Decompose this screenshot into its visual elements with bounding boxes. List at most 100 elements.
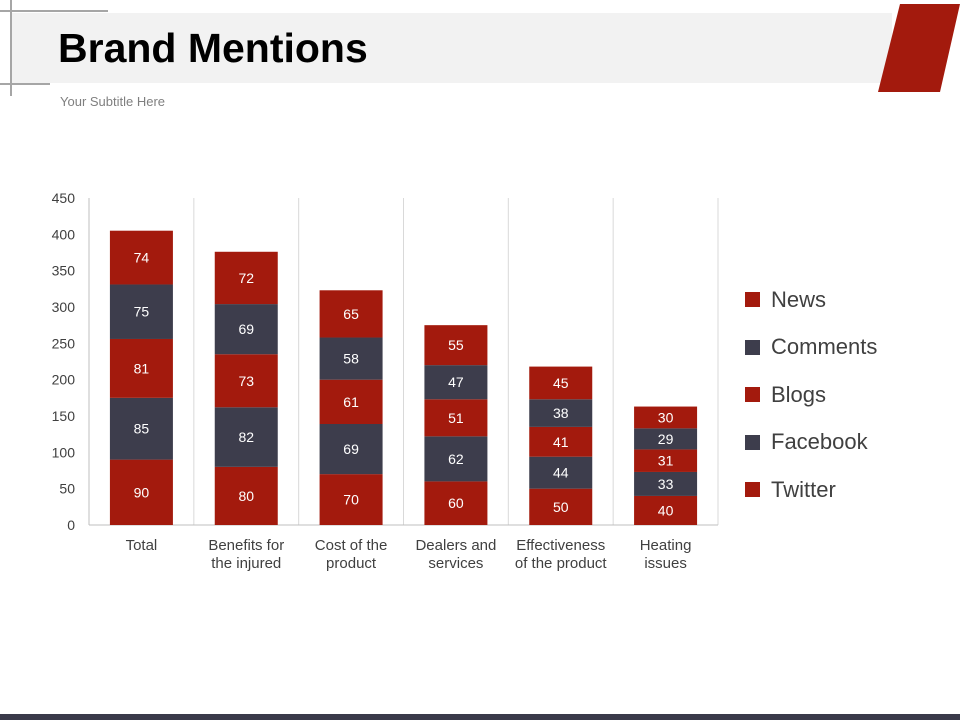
legend-item-comments: Comments [745,324,877,372]
data-label: 47 [448,374,464,390]
legend-label: News [771,286,827,312]
y-tick-label: 50 [59,481,75,497]
legend-item-facebook: Facebook [745,419,877,467]
accent-parallelogram [878,4,960,92]
data-label: 31 [658,453,674,469]
bar-segment-comments [214,304,278,355]
bar-segment-blogs [634,449,698,472]
legend-label: Blogs [771,381,827,407]
bar-segment-facebook [424,436,488,482]
bar-segment-facebook [319,423,383,475]
page-subtitle: Your Subtitle Here [60,94,166,109]
data-label: 58 [343,351,359,367]
x-tick-label: issues [644,555,687,572]
bar-segment-blogs [109,338,173,398]
y-tick-label: 0 [67,517,75,533]
x-tick-label: Benefits for [208,537,284,554]
bar-segment-comments [319,337,383,380]
stacked-bar-chart: 0 50 100 150 200 250 300 350 400 450 90 85 81 75 74 Tot… [52,190,719,572]
data-label: 40 [658,502,674,518]
bar-segment-twitter [214,466,278,525]
data-label: 80 [238,488,254,504]
data-label: 90 [134,484,150,500]
corner-line-bottom [0,83,50,85]
legend-swatch [745,292,760,308]
legend-swatch [745,339,760,355]
y-tick-label: 200 [52,372,76,388]
x-tick-label: Effectiveness [516,537,605,554]
bar-segment-comments [529,399,593,427]
bar-segment-facebook [634,471,698,496]
corner-line-vertical [10,0,12,96]
bar-segment-facebook [529,456,593,489]
bar-segment-twitter [319,474,383,525]
chart-legend: News Comments Blogs Facebook Twitter [745,276,877,514]
data-label: 50 [553,499,569,515]
y-tick-label: 350 [52,263,76,279]
bar-segment-news [319,290,383,338]
bar-segment-comments [109,284,173,339]
title-band [12,13,892,83]
bar-segment-twitter [424,481,488,525]
legend-swatch [745,482,760,498]
data-label: 65 [343,306,359,322]
data-label: 41 [553,434,569,450]
data-label: 45 [553,375,569,391]
data-label: 44 [553,465,569,481]
legend-label: Facebook [771,429,868,455]
data-label: 82 [238,429,254,445]
footer-bar [0,714,960,720]
x-tick-label: the injured [211,555,281,572]
y-tick-label: 100 [52,444,76,460]
data-label: 85 [134,421,150,437]
bar-segment-blogs [529,426,593,457]
y-tick-label: 150 [52,408,76,424]
bar-segment-news [529,366,593,400]
corner-line-top [0,10,108,12]
bar-segment-blogs [214,354,278,408]
legend-item-twitter: Twitter [745,466,877,514]
data-label: 30 [658,409,674,425]
x-tick-label: Heating [640,537,692,554]
y-tick-label: 450 [52,190,76,206]
x-tick-label: of the product [515,555,608,572]
legend-swatch [745,434,760,450]
bar-segment-twitter [529,488,593,525]
x-tick-label: product [326,555,377,572]
data-label: 72 [238,270,254,286]
y-tick-label: 300 [52,299,76,315]
bar-segment-blogs [319,379,383,424]
bar-segment-news [634,406,698,429]
data-label: 62 [448,451,464,467]
bar-segment-news [424,325,488,366]
y-tick-label: 400 [52,226,76,242]
data-label: 73 [238,373,254,389]
bar-segment-comments [424,365,488,400]
data-label: 74 [134,250,150,266]
data-label: 55 [448,337,464,353]
legend-item-news: News [745,276,877,324]
x-tick-label: Cost of the [315,537,388,554]
data-label: 70 [343,492,359,508]
page-title: Brand Mentions [58,25,368,71]
bar-segment-news [109,230,173,285]
data-label: 61 [343,394,359,410]
x-tick-label: services [428,555,483,572]
data-label: 81 [134,360,150,376]
x-tick-label: Dealers and [415,537,496,554]
data-label: 38 [553,405,569,421]
bar-segment-twitter [634,495,698,525]
bar-segment-comments [634,428,698,450]
bar-segment-twitter [109,459,173,525]
data-label: 69 [238,321,254,337]
legend-item-blogs: Blogs [745,371,877,419]
legend-swatch [745,387,760,403]
bar-segment-blogs [424,399,488,437]
legend-label: Comments [771,334,878,360]
data-label: 33 [658,476,674,492]
legend-label: Twitter [771,476,836,502]
data-label: 29 [658,431,674,447]
data-label: 69 [343,441,359,457]
accent-parallelogram-shape [878,4,960,92]
data-label: 75 [134,304,150,320]
